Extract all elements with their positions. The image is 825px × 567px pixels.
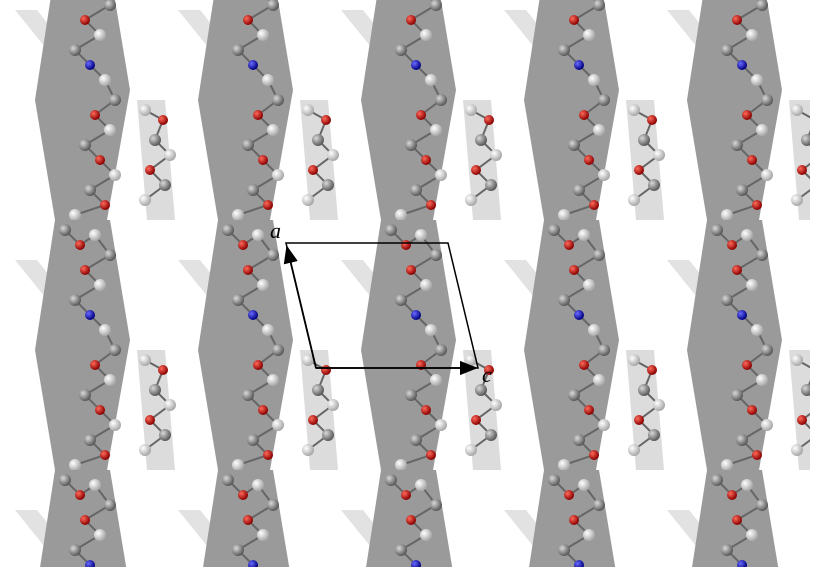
axis-c-label: c (482, 362, 492, 387)
axis-a-label: a (270, 218, 281, 243)
packing-pattern (15, 0, 810, 567)
page: a c (() => { const data = JSON.parse(doc… (0, 0, 825, 567)
crystal-packing-figure: a c (0, 0, 825, 567)
